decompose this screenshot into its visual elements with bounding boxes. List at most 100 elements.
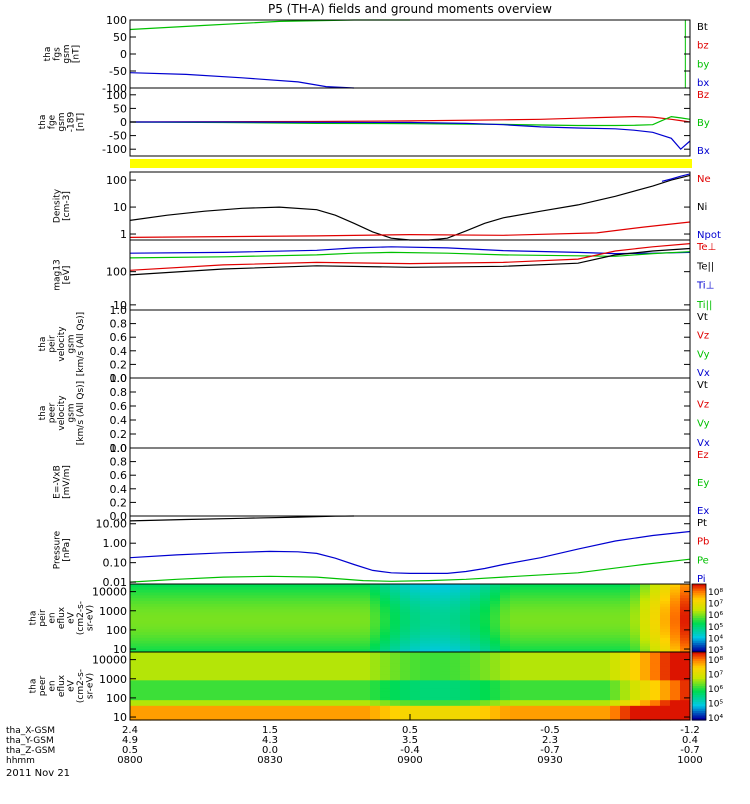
heatmap-cell (420, 584, 431, 588)
heatmap-cell (540, 688, 551, 693)
heatmap-cell (420, 589, 431, 594)
heatmap-cell (310, 691, 321, 696)
heatmap-cell (280, 609, 291, 613)
heatmap-cell (260, 615, 271, 619)
heatmap-cell (340, 654, 351, 659)
heatmap-cell (560, 623, 571, 628)
heatmap-cell (190, 601, 201, 605)
heatmap-cell (450, 649, 461, 653)
heatmap-cell (440, 606, 451, 611)
heatmap-cell (550, 612, 561, 616)
heatmap-cell (640, 601, 651, 605)
heatmap-cell (180, 649, 191, 653)
heatmap-cell (340, 711, 351, 715)
ytick-label: 0.01 (103, 576, 128, 589)
heatmap-cell (520, 660, 531, 664)
heatmap-cell (490, 640, 501, 645)
xrow-value: 0.5 (122, 745, 138, 756)
heatmap-cell (600, 640, 611, 645)
heatmap-cell (170, 635, 181, 639)
heatmap-cell (140, 612, 151, 616)
heatmap-cell (330, 688, 341, 693)
heatmap-cell (240, 680, 251, 684)
heatmap-cell (460, 629, 471, 633)
heatmap-cell (320, 700, 331, 704)
heatmap-cell (220, 669, 231, 673)
heatmap-cell (210, 592, 221, 596)
heatmap-cell (490, 703, 501, 707)
heatmap-cell (410, 626, 421, 630)
heatmap-cell (610, 680, 621, 684)
heatmap-cell (390, 680, 401, 684)
heatmap-cell (630, 586, 641, 591)
heatmap-cell (330, 697, 341, 701)
heatmap-cell (190, 623, 201, 628)
heatmap-cell (470, 711, 481, 715)
heatmap-cell (610, 705, 621, 710)
heatmap-cell (480, 612, 491, 616)
heatmap-cell (400, 601, 411, 605)
heatmap-cell (640, 714, 651, 718)
heatmap-cell (560, 598, 571, 602)
heatmap-cell (250, 643, 261, 647)
heatmap-cell (290, 646, 301, 650)
heatmap-cell (190, 686, 201, 690)
heatmap-cell (240, 635, 251, 639)
heatmap-cell (200, 663, 211, 667)
heatmap-cell (250, 626, 261, 630)
heatmap-cell (340, 618, 351, 622)
heatmap-cell (630, 652, 641, 656)
heatmap-cell (560, 657, 571, 662)
heatmap-cell (250, 660, 261, 664)
heatmap-cell (480, 705, 491, 710)
heatmap-cell (450, 694, 461, 698)
heatmap-cell (360, 612, 371, 616)
heatmap-cell (140, 618, 151, 622)
heatmap-cell (390, 637, 401, 642)
heatmap-cell (380, 623, 391, 628)
heatmap-cell (570, 705, 581, 710)
heatmap-cell (450, 663, 461, 667)
colorbar-label: 10⁶ (708, 685, 723, 695)
heatmap-cell (680, 694, 691, 698)
colorbar-swatch (692, 606, 706, 610)
heatmap-cell (410, 686, 421, 690)
heatmap-cell (330, 615, 341, 619)
heatmap-cell (410, 708, 421, 713)
heatmap-cell (680, 643, 691, 647)
heatmap-cell (370, 694, 381, 698)
colorbar-swatch (692, 649, 706, 653)
legend-green: by (697, 59, 709, 70)
heatmap-cell (520, 697, 531, 701)
heatmap-cell (590, 612, 601, 616)
heatmap-cell (240, 637, 251, 642)
heatmap-cell (670, 711, 681, 715)
heatmap-cell (680, 626, 691, 630)
heatmap-cell (550, 683, 561, 687)
heatmap-cell (490, 606, 501, 611)
panel-frame (129, 447, 691, 517)
heatmap-cell (420, 609, 431, 613)
heatmap-cell (160, 677, 171, 681)
heatmap-cell (570, 694, 581, 698)
heatmap-cell (560, 649, 571, 653)
heatmap-cell (550, 592, 561, 596)
heatmap-cell (500, 612, 511, 616)
heatmap-cell (380, 592, 391, 596)
heatmap-cell (490, 688, 501, 693)
heatmap-cell (240, 666, 251, 670)
heatmap-cell (270, 598, 281, 602)
ytick-label: 100 (106, 174, 127, 187)
heatmap-cell (580, 606, 591, 611)
heatmap-cell (460, 663, 471, 667)
heatmap-cell (160, 657, 171, 662)
heatmap-cell (290, 671, 301, 676)
heatmap-cell (220, 626, 231, 630)
heatmap-cell (540, 660, 551, 664)
heatmap-cell (480, 686, 491, 690)
heatmap-cell (440, 612, 451, 616)
heatmap-cell (350, 657, 361, 662)
heatmap-cell (340, 606, 351, 611)
xrow-value: 0.4 (682, 735, 698, 746)
